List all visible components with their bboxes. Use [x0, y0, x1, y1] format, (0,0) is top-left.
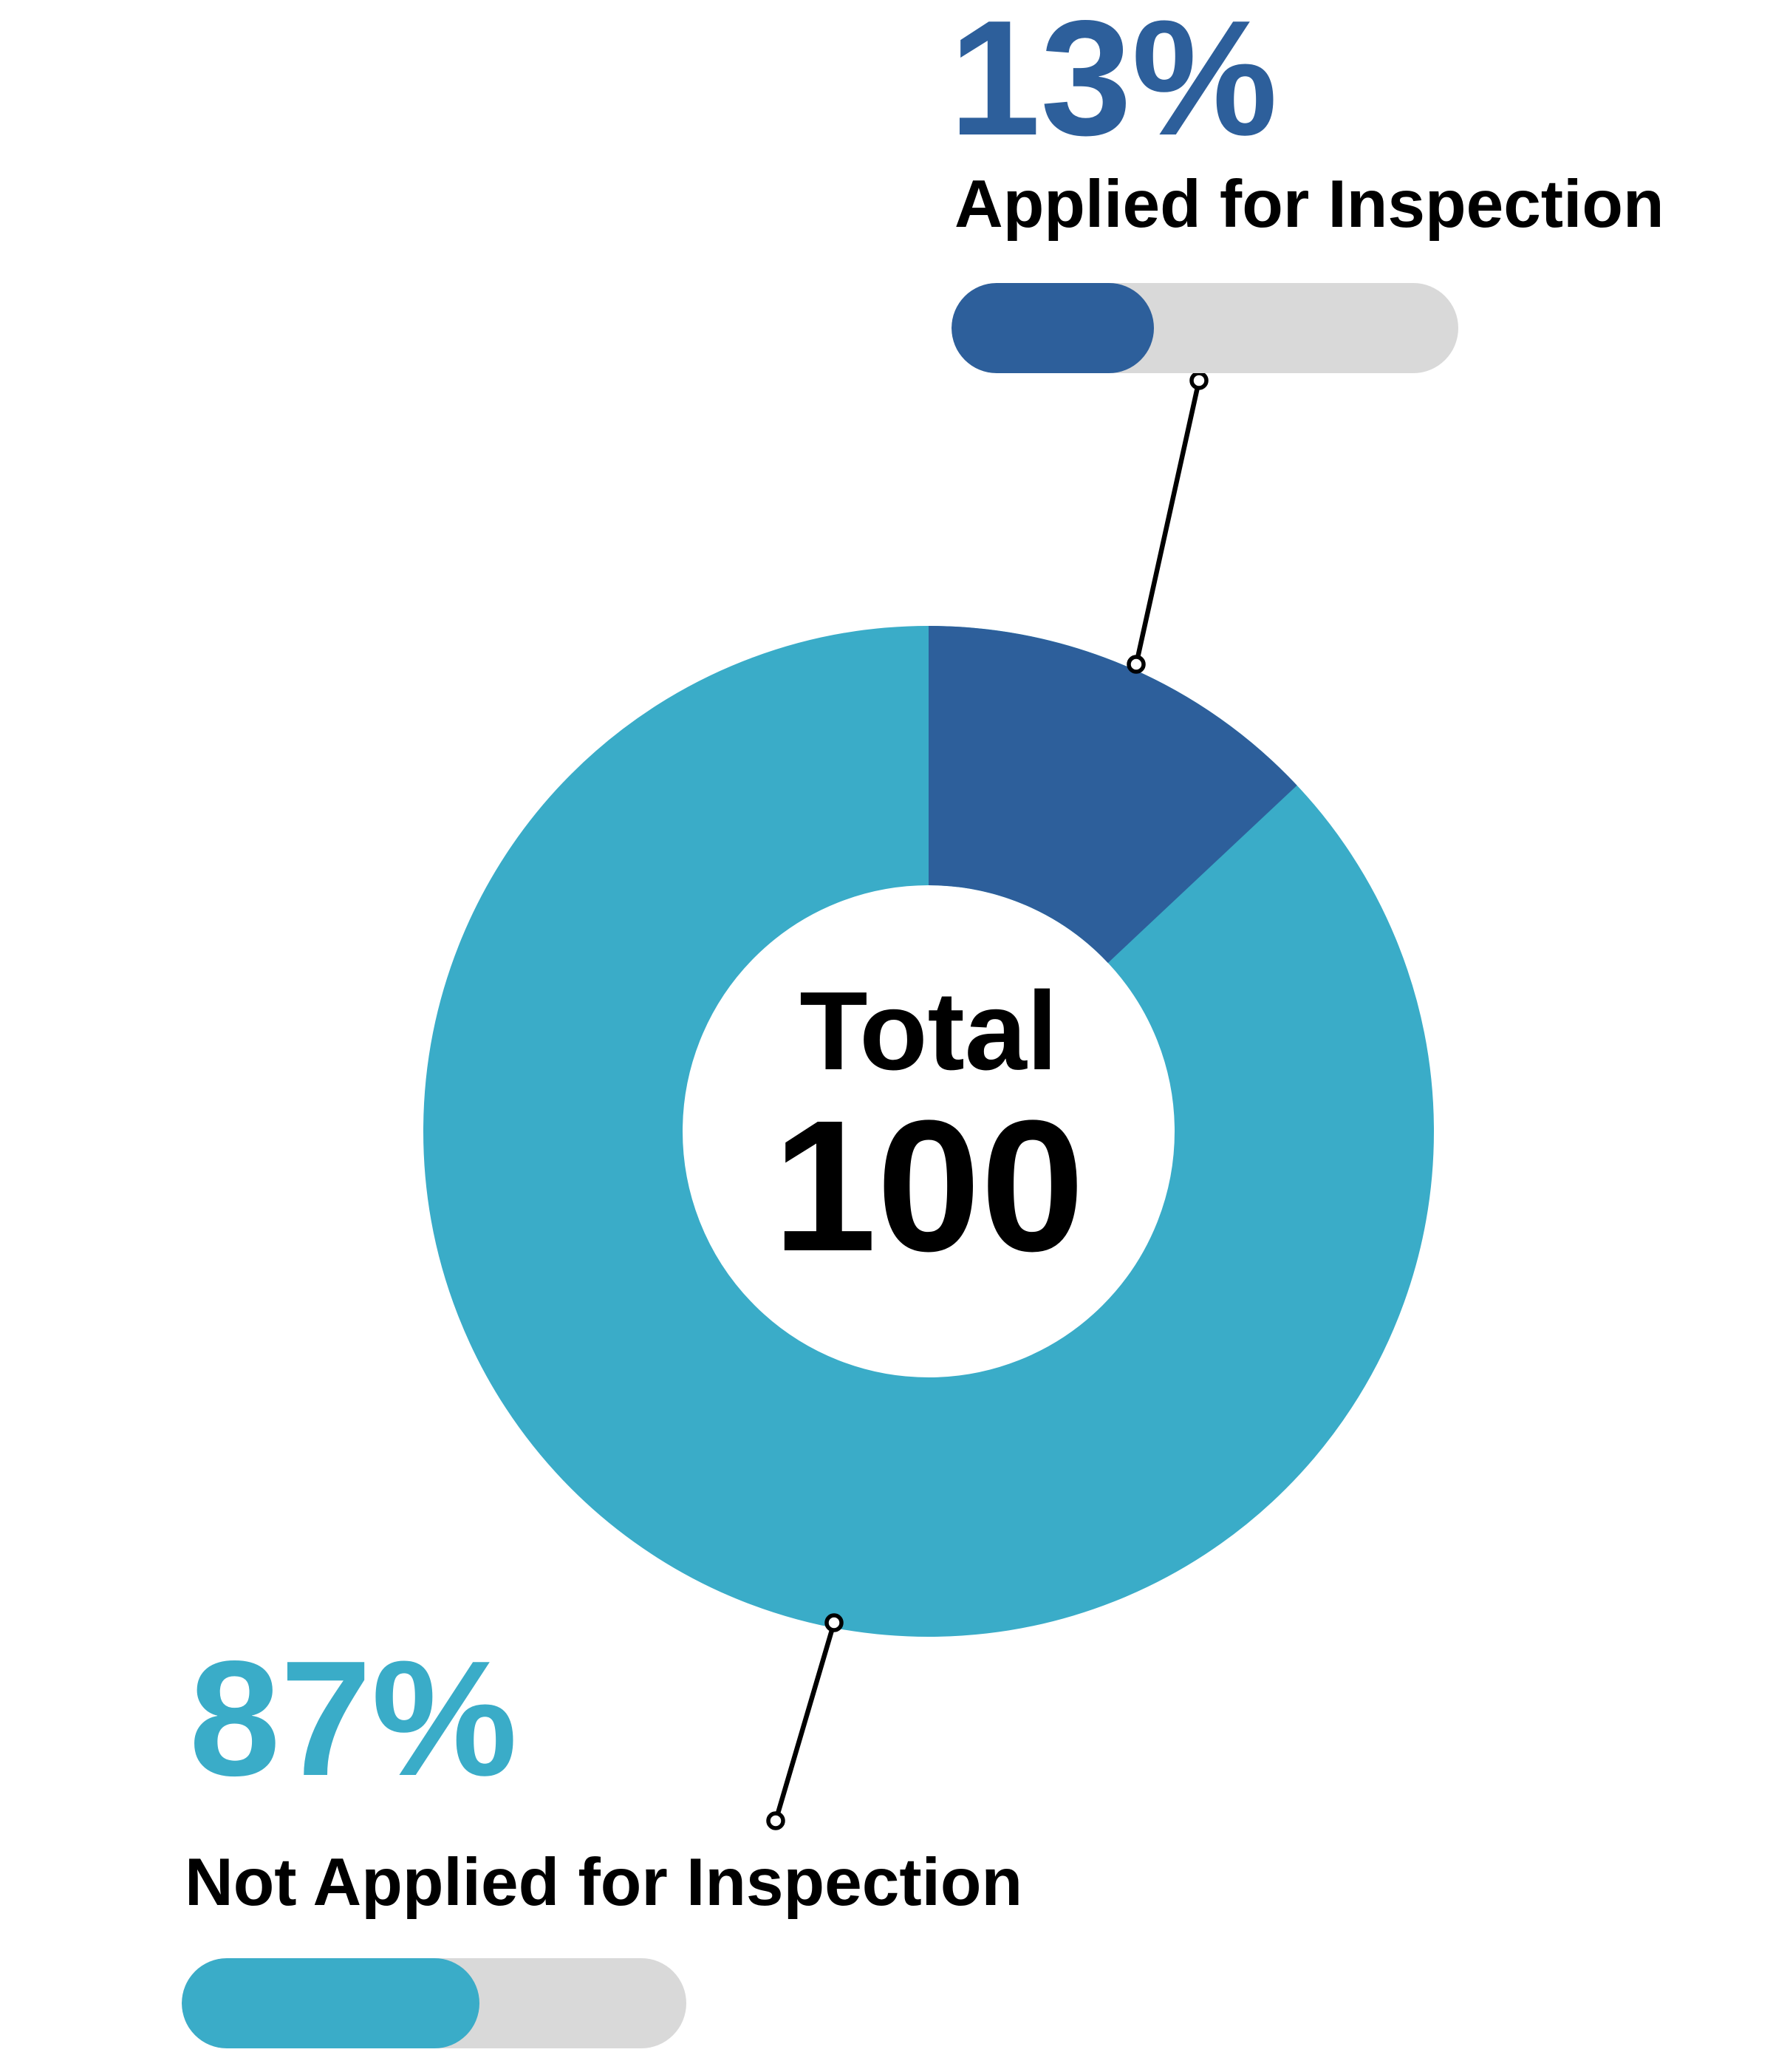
not-applied-label: Not Applied for Inspection — [185, 1845, 1023, 1920]
not-applied-progress-fill — [182, 1958, 479, 2048]
leader-dot-applied-bar-end — [1189, 371, 1209, 390]
applied-percent-value: 13% — [949, 0, 1278, 170]
leader-line-applied — [1127, 371, 1209, 674]
donut-center-title: Total — [799, 968, 1058, 1093]
applied-progress-fill — [952, 283, 1155, 373]
leader-dot-not-applied-pie-end — [824, 1613, 844, 1632]
donut-segment-applied — [423, 626, 1434, 1637]
leader-line-not-applied — [766, 1613, 844, 1830]
donut-center-value: 100 — [772, 1081, 1085, 1290]
not-applied-progress-bar — [182, 1958, 686, 2048]
not-applied-percent-value: 87% — [189, 1627, 518, 1810]
leader-dot-not-applied-label-end — [766, 1811, 785, 1830]
applied-progress-bar — [952, 283, 1458, 373]
applied-label: Applied for Inspection — [954, 167, 1664, 242]
leader-dot-applied-pie-end — [1127, 655, 1146, 674]
